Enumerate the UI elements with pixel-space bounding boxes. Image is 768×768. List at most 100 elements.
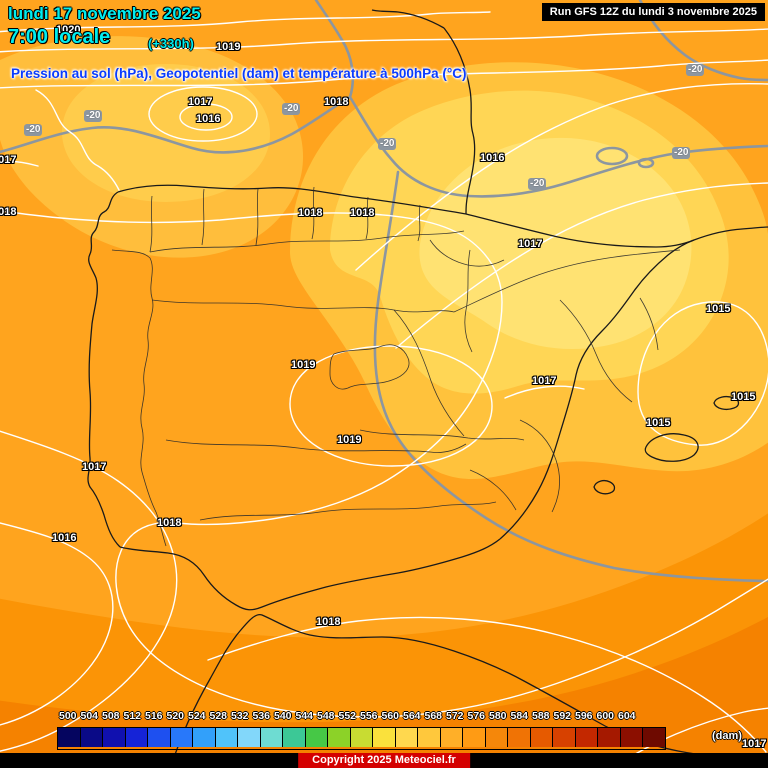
legend-color-cell [620, 728, 643, 747]
legend-color-cell [283, 728, 306, 747]
border-castilla [151, 299, 455, 313]
legend-value: 580 [488, 710, 507, 722]
isobar-high-outer [148, 86, 258, 142]
legend-value: 524 [187, 710, 206, 722]
legend-color-cell [58, 728, 81, 747]
border-navarra [429, 239, 505, 267]
border-extremadura [165, 439, 467, 453]
legend-value: 508 [101, 710, 120, 722]
legend-value: 536 [252, 710, 271, 722]
legend-color-bar [57, 727, 666, 750]
border-catalonia [639, 297, 659, 351]
border-n5 [417, 204, 421, 242]
legend-value: 504 [80, 710, 99, 722]
legend-color-cell [575, 728, 598, 747]
border-ebro [453, 249, 681, 313]
coast-spain-north [117, 184, 467, 215]
border-cantabrian [149, 230, 465, 253]
temp-line-meridional [373, 170, 768, 583]
legend-color-cell [193, 728, 216, 747]
legend-color-cell [328, 728, 351, 747]
border-murcia [469, 469, 517, 511]
legend-value: 548 [316, 710, 335, 722]
coast-france-northwest [371, 9, 445, 29]
legend-value: 568 [424, 710, 443, 722]
legend-value: 516 [144, 710, 163, 722]
legend-value: 588 [531, 710, 550, 722]
legend-color-cell [373, 728, 396, 747]
legend-color-cell [103, 728, 126, 747]
legend-color-cell [418, 728, 441, 747]
legend-value: 596 [574, 710, 593, 722]
coast-france-south [693, 226, 768, 241]
island-ibiza [593, 480, 616, 495]
temp-cell-1 [595, 146, 629, 166]
legend-color-cell [305, 728, 328, 747]
legend-color-cell [238, 728, 261, 747]
legend-value: 600 [596, 710, 615, 722]
isobar-1016-ne [355, 82, 768, 271]
run-info-box: Run GFS 12Z du lundi 3 novembre 2025 [541, 3, 765, 21]
legend-value: 544 [295, 710, 314, 722]
legend-value: 528 [209, 710, 228, 722]
legend-color-cell [508, 728, 531, 747]
legend-color-cell [80, 728, 103, 747]
legend-color-cell [350, 728, 373, 747]
coast-spain-south [119, 538, 501, 611]
coast-portugal-west [87, 191, 121, 548]
region-borders [111, 186, 681, 547]
legend-value: 500 [58, 710, 77, 722]
isobar-top-2 [0, 28, 768, 53]
border-andalucia [199, 501, 497, 521]
legend-color-cell [440, 728, 463, 747]
legend-color-cell [215, 728, 238, 747]
border-n2 [255, 188, 259, 246]
legend-value: 604 [617, 710, 636, 722]
isobar-lines [0, 11, 768, 768]
border-portugal [111, 249, 167, 547]
legend-value: 584 [510, 710, 529, 722]
isobar-1018-africa [207, 616, 767, 753]
legend-value: 592 [553, 710, 572, 722]
legend-value: 552 [338, 710, 357, 722]
border-n4 [365, 196, 369, 240]
border-n3 [311, 186, 315, 240]
legend-color-cell [148, 728, 171, 747]
isobar-left-stub [0, 160, 39, 167]
isobar-corner-zigzag [35, 89, 120, 191]
legend-unit: (dam) [712, 730, 742, 742]
isobar-high-inner [179, 103, 233, 131]
legend-color-cell [125, 728, 148, 747]
temp-line-topright [638, 0, 768, 82]
border-lamancha [359, 429, 525, 441]
temp-line-north [314, 0, 355, 99]
isobar-1017-ne [395, 182, 768, 349]
legend-value: 512 [123, 710, 142, 722]
isobar-top-3 [0, 59, 768, 89]
legend-value: 532 [230, 710, 249, 722]
border-madrid [329, 344, 410, 390]
border-galicia [149, 195, 153, 253]
legend-color-cell [598, 728, 621, 747]
legend-value: 560 [381, 710, 400, 722]
legend-value: 520 [166, 710, 185, 722]
forecast-date: lundi 17 novembre 2025 [8, 4, 201, 23]
legend-value: 572 [445, 710, 464, 722]
legend-value: 540 [273, 710, 292, 722]
isobar-1018-main [0, 209, 768, 718]
coast-spain-east [499, 239, 695, 540]
forecast-offset: (+330h) [148, 36, 194, 51]
isobar-top-1 [0, 11, 491, 33]
border-n1 [201, 188, 205, 246]
isobar-1015-loop [637, 301, 768, 446]
temp-cell-2 [637, 157, 655, 169]
isobar-1016-sw [0, 522, 114, 726]
legend-color-cell [260, 728, 283, 747]
legend-color-cell [643, 728, 665, 747]
island-mallorca [644, 433, 699, 462]
border-aragon-west [464, 249, 473, 353]
legend-color-cell [553, 728, 576, 747]
border-iberico [393, 309, 465, 437]
